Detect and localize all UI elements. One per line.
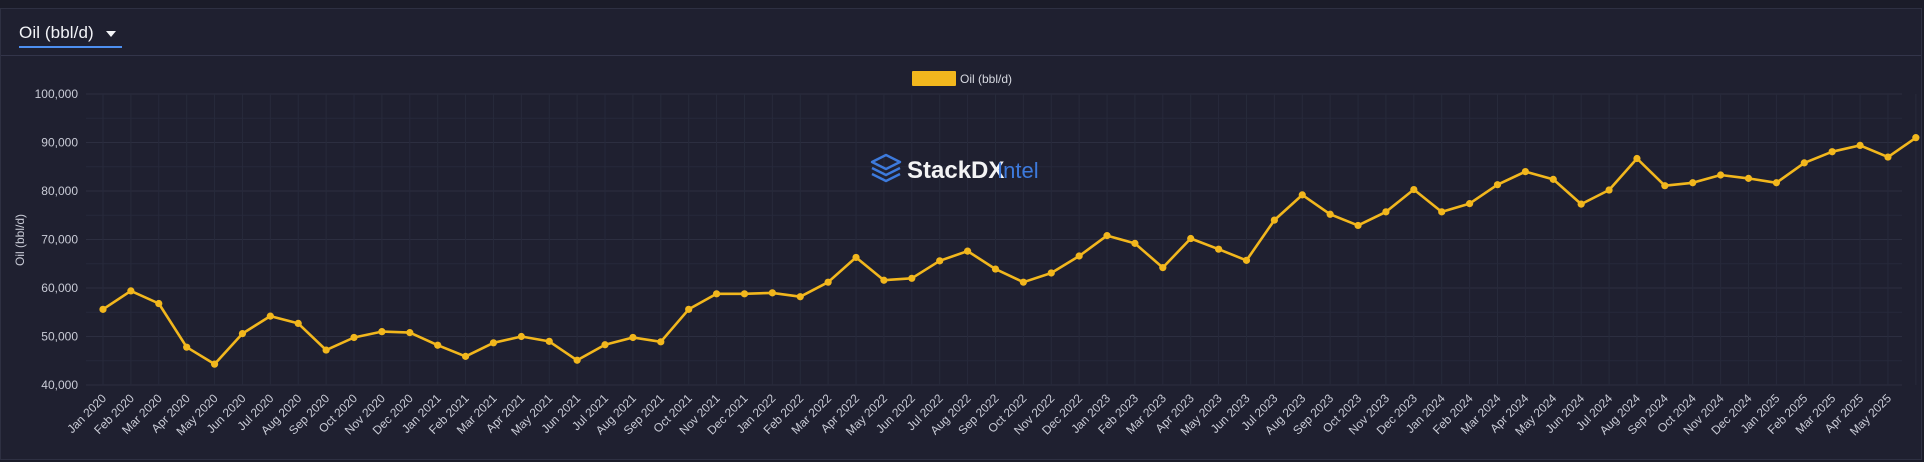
data-point[interactable] <box>1661 182 1669 190</box>
legend-swatch <box>912 71 956 86</box>
data-point[interactable] <box>238 329 247 338</box>
data-point[interactable] <box>1187 234 1195 243</box>
data-point[interactable] <box>768 289 776 297</box>
data-point[interactable] <box>601 341 609 349</box>
data-point[interactable] <box>936 257 944 265</box>
chart-toolbar: Oil (bbl/d) <box>1 9 1921 56</box>
data-point[interactable] <box>712 290 721 298</box>
data-point[interactable] <box>1466 200 1474 208</box>
data-point[interactable] <box>657 338 665 346</box>
data-point[interactable] <box>1633 154 1641 163</box>
data-point[interactable] <box>908 274 916 282</box>
data-point[interactable] <box>1605 186 1613 194</box>
watermark-suffix: Intel <box>997 158 1039 183</box>
data-point[interactable] <box>1800 159 1808 167</box>
series-line <box>102 136 1917 366</box>
y-tick-label: 80,000 <box>41 184 78 198</box>
data-point[interactable] <box>378 328 386 336</box>
data-point[interactable] <box>517 332 525 341</box>
legend-label: Oil (bbl/d) <box>960 72 1012 86</box>
data-point[interactable] <box>1298 191 1306 199</box>
data-point[interactable] <box>183 343 191 351</box>
data-point[interactable] <box>461 352 470 360</box>
data-point[interactable] <box>852 253 860 262</box>
series-oil <box>99 134 1920 368</box>
y-tick-label: 50,000 <box>41 330 78 344</box>
y-tick-label: 40,000 <box>41 378 78 392</box>
y-axis: 40,000 50,000 60,000 70,000 80,000 90,000 100,… <box>35 87 79 392</box>
data-point[interactable] <box>1019 278 1027 286</box>
data-point[interactable] <box>1354 221 1362 230</box>
data-point[interactable] <box>350 333 358 342</box>
data-point[interactable] <box>266 312 274 320</box>
data-point[interactable] <box>1521 168 1529 176</box>
stackdx-logo-icon <box>870 153 902 183</box>
y-tick-label: 100,000 <box>35 87 79 101</box>
data-point[interactable] <box>1215 245 1223 253</box>
data-point[interactable] <box>545 337 553 345</box>
data-point[interactable] <box>1382 208 1390 216</box>
data-point[interactable] <box>1103 232 1111 240</box>
data-point[interactable] <box>963 247 972 255</box>
data-point[interactable] <box>322 346 330 354</box>
data-point[interactable] <box>880 276 888 284</box>
data-point[interactable] <box>406 329 414 337</box>
legend[interactable]: Oil (bbl/d) <box>912 71 1012 86</box>
data-point[interactable] <box>1242 256 1251 264</box>
metric-selector-dropdown[interactable]: Oil (bbl/d) <box>19 19 122 48</box>
data-point[interactable] <box>1577 200 1585 208</box>
data-point[interactable] <box>1438 208 1446 216</box>
series-points <box>99 134 1920 368</box>
data-point[interactable] <box>1549 175 1557 183</box>
grid-lines <box>86 93 1917 386</box>
y-tick-label: 60,000 <box>41 281 78 295</box>
data-point[interactable] <box>1772 179 1780 187</box>
y-axis-label: Oil (bbl/d) <box>13 214 27 266</box>
y-tick-label: 70,000 <box>41 233 78 247</box>
data-point[interactable] <box>1131 239 1139 247</box>
data-point[interactable] <box>1744 174 1753 182</box>
data-point[interactable] <box>796 293 804 301</box>
data-point[interactable] <box>99 305 107 313</box>
data-point[interactable] <box>629 333 637 342</box>
data-point[interactable] <box>740 290 749 298</box>
data-point[interactable] <box>155 299 163 308</box>
data-point[interactable] <box>1912 134 1920 142</box>
data-point[interactable] <box>1717 171 1725 179</box>
data-point[interactable] <box>573 356 581 364</box>
data-point[interactable] <box>1828 148 1836 156</box>
data-point[interactable] <box>1493 181 1502 189</box>
data-point[interactable] <box>824 278 832 286</box>
data-point[interactable] <box>1856 141 1864 150</box>
data-point[interactable] <box>1410 185 1418 194</box>
metric-selector-label: Oil (bbl/d) <box>19 22 94 42</box>
data-point[interactable] <box>1159 264 1167 272</box>
data-point[interactable] <box>1075 252 1083 260</box>
data-point[interactable] <box>294 319 302 328</box>
data-point[interactable] <box>1270 216 1278 224</box>
watermark-brand: StackDX <box>907 157 1004 184</box>
data-point[interactable] <box>1884 153 1892 161</box>
caret-down-icon <box>105 31 116 37</box>
data-point[interactable] <box>1689 179 1697 187</box>
data-point[interactable] <box>685 305 693 313</box>
data-point[interactable] <box>127 287 135 295</box>
data-point[interactable] <box>210 360 219 368</box>
data-point[interactable] <box>434 341 442 349</box>
y-tick-label: 90,000 <box>41 136 78 150</box>
data-point[interactable] <box>991 265 1000 273</box>
data-point[interactable] <box>1047 269 1055 277</box>
stackdx-intel-watermark: StackDX Intel <box>870 153 1039 184</box>
data-point[interactable] <box>489 339 498 347</box>
data-point[interactable] <box>1326 210 1334 218</box>
